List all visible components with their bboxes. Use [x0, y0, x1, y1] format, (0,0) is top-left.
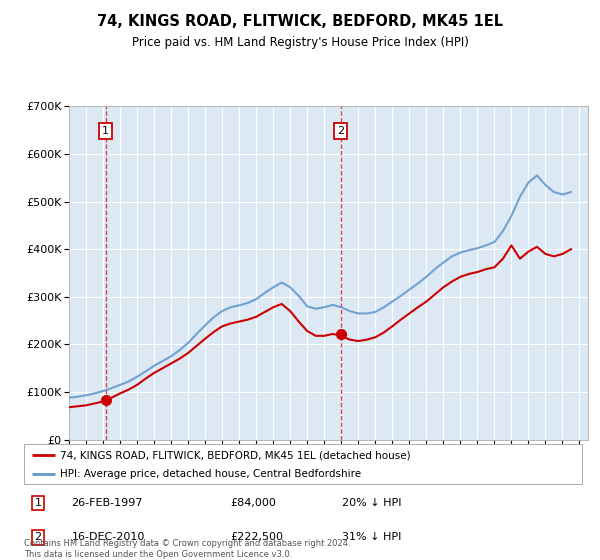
Text: £222,500: £222,500 [230, 533, 283, 543]
Text: 26-FEB-1997: 26-FEB-1997 [71, 498, 143, 508]
Text: HPI: Average price, detached house, Central Bedfordshire: HPI: Average price, detached house, Cent… [60, 469, 361, 479]
Text: Price paid vs. HM Land Registry's House Price Index (HPI): Price paid vs. HM Land Registry's House … [131, 36, 469, 49]
Text: 1: 1 [34, 498, 41, 508]
Text: 2: 2 [337, 126, 344, 136]
Text: 31% ↓ HPI: 31% ↓ HPI [342, 533, 401, 543]
Text: 2: 2 [34, 533, 41, 543]
Text: £84,000: £84,000 [230, 498, 277, 508]
Text: Contains HM Land Registry data © Crown copyright and database right 2024.
This d: Contains HM Land Registry data © Crown c… [24, 539, 350, 559]
Text: 74, KINGS ROAD, FLITWICK, BEDFORD, MK45 1EL: 74, KINGS ROAD, FLITWICK, BEDFORD, MK45 … [97, 14, 503, 29]
Text: 16-DEC-2010: 16-DEC-2010 [71, 533, 145, 543]
Text: 1: 1 [102, 126, 109, 136]
Text: 74, KINGS ROAD, FLITWICK, BEDFORD, MK45 1EL (detached house): 74, KINGS ROAD, FLITWICK, BEDFORD, MK45 … [60, 450, 411, 460]
Text: 20% ↓ HPI: 20% ↓ HPI [342, 498, 401, 508]
